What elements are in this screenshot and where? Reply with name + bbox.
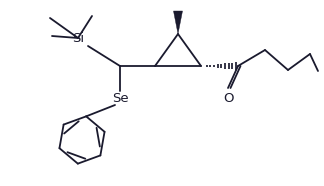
Polygon shape xyxy=(173,11,182,34)
Text: Se: Se xyxy=(112,92,128,105)
Text: O: O xyxy=(224,92,234,105)
Text: Si: Si xyxy=(72,31,84,44)
